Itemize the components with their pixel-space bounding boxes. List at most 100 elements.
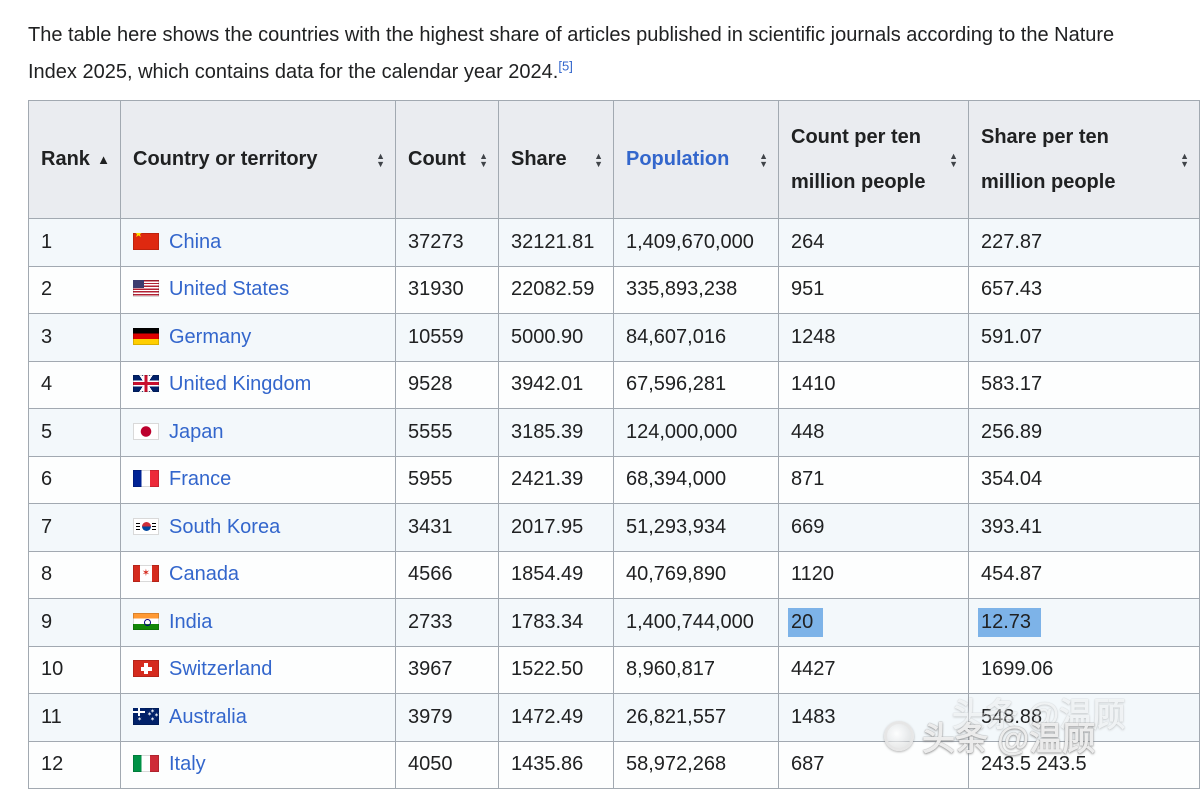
sort-toggle-icon[interactable]: ▲ ▼ — [594, 150, 603, 169]
rank-cell: 5 — [28, 408, 121, 457]
count-per-ten-million-cell: 20 — [778, 598, 969, 647]
column-header-label-count_per: Count per ten million people — [791, 125, 926, 193]
country-link-france[interactable]: France — [169, 468, 232, 491]
count-cell: 3967 — [395, 645, 499, 694]
rank-cell: 4 — [28, 360, 121, 409]
table-row-switzerland: 10 Switzerland 3967 1522.50 8,960,817 4427 169… — [28, 645, 1200, 694]
column-header-label-country: Country or territory — [133, 148, 318, 170]
country-link-japan[interactable]: Japan — [169, 420, 224, 443]
reference-link[interactable]: [5] — [558, 58, 573, 74]
count-cell: 31930 — [395, 265, 499, 314]
table-body: 1China3727332121.811,409,670,000264227.8… — [28, 218, 1200, 789]
count-cell: 2733 — [395, 598, 499, 647]
rank-cell: 2 — [28, 265, 121, 314]
count-cell: 4566 — [395, 550, 499, 599]
flag-france-icon — [133, 470, 159, 488]
table-row-france: 6 France 5955 2421.39 68,394,000 871 354.04 — [28, 455, 1200, 504]
column-header-rank[interactable]: Rank ▲ — [28, 100, 121, 219]
country-link-germany[interactable]: Germany — [169, 325, 252, 348]
column-header-population[interactable]: Population ▲ ▼ — [613, 100, 779, 219]
table-header: Rank ▲ Country or territory ▲ ▼ Count ▲ ▼ Share ▲… — [28, 100, 1200, 219]
count-per-ten-million-cell: 951 — [778, 265, 969, 314]
share-per-ten-million-cell: 548.88 — [968, 693, 1200, 742]
country-cell: China — [120, 218, 396, 267]
country-link-china[interactable]: China — [169, 230, 222, 253]
share-per-ten-million-cell: 454.87 — [968, 550, 1200, 599]
share-per-ten-million-cell: 227.87 — [968, 218, 1200, 267]
share-per-ten-million-cell: 354.04 — [968, 455, 1200, 504]
flag-japan-icon — [133, 422, 159, 440]
table-row-australia: 11 Australia 39791472.4926,821,5571483548.… — [28, 693, 1200, 742]
population-cell: 335,893,238 — [613, 265, 779, 314]
count-per-ten-million-cell: 448 — [778, 408, 969, 457]
flag-australia-icon — [133, 707, 159, 725]
population-cell: 8,960,817 — [613, 645, 779, 694]
nature-index-table: Rank ▲ Country or territory ▲ ▼ Count ▲ ▼ Share ▲… — [28, 100, 1200, 789]
share-cell: 2017.95 — [498, 503, 614, 552]
country-link-canada[interactable]: Canada — [169, 563, 240, 586]
count-cell: 3431 — [395, 503, 499, 552]
column-header-label-rank: Rank — [41, 148, 90, 170]
share-per-ten-million-cell: 243.5 243.5 — [968, 740, 1200, 789]
table-row-united-states: 2 United States 31930 22082.59 335,893,238 95… — [28, 265, 1200, 314]
sort-ascending-icon[interactable]: ▲ — [97, 152, 110, 167]
sort-toggle-icon[interactable]: ▲ ▼ — [376, 150, 385, 169]
column-header-count[interactable]: Count ▲ ▼ — [395, 100, 499, 219]
country-cell: Germany — [120, 313, 396, 362]
share-cell: 1783.34 — [498, 598, 614, 647]
population-cell: 58,972,268 — [613, 740, 779, 789]
share-cell: 3942.01 — [498, 360, 614, 409]
count-cell: 4050 — [395, 740, 499, 789]
country-link-united-states[interactable]: United States — [169, 278, 290, 301]
sort-toggle-icon[interactable]: ▲ ▼ — [949, 150, 958, 169]
table-row-italy: 12 Italy 4050 1435.86 58,972,268 687 243.5 243… — [28, 740, 1200, 789]
country-cell: Australia — [120, 693, 396, 742]
count-cell: 5955 — [395, 455, 499, 504]
table-row-japan: 5 Japan 5555 3185.39 124,000,000 448 256.89 — [28, 408, 1200, 457]
population-cell: 1,409,670,000 — [613, 218, 779, 267]
count-per-ten-million-cell: 687 — [778, 740, 969, 789]
country-link-switzerland[interactable]: Switzerland — [169, 658, 273, 681]
count-per-ten-million-cell: 669 — [778, 503, 969, 552]
share-cell: 5000.90 — [498, 313, 614, 362]
share-per-ten-million-cell: 657.43 — [968, 265, 1200, 314]
column-header-country[interactable]: Country or territory ▲ ▼ — [120, 100, 396, 219]
count-per-ten-million-cell: 1248 — [778, 313, 969, 362]
population-cell: 1,400,744,000 — [613, 598, 779, 647]
flag-united-states-icon — [133, 280, 159, 298]
count-per-ten-million-cell: 871 — [778, 455, 969, 504]
population-cell: 84,607,016 — [613, 313, 779, 362]
country-link-india[interactable]: India — [169, 610, 213, 633]
count-per-ten-million-cell: 264 — [778, 218, 969, 267]
column-header-share[interactable]: Share ▲ ▼ — [498, 100, 614, 219]
sort-toggle-icon[interactable]: ▲ ▼ — [759, 150, 768, 169]
column-header-link-population[interactable]: Population — [626, 148, 730, 170]
share-cell: 32121.81 — [498, 218, 614, 267]
column-header-share_per[interactable]: Share per ten million people ▲ ▼ — [968, 100, 1200, 219]
rank-cell: 7 — [28, 503, 121, 552]
country-cell: France — [120, 455, 396, 504]
column-header-count_per[interactable]: Count per ten million people ▲ ▼ — [778, 100, 969, 219]
rank-cell: 3 — [28, 313, 121, 362]
rank-cell: 8 — [28, 550, 121, 599]
population-cell: 124,000,000 — [613, 408, 779, 457]
intro-paragraph: The table here shows the countries with … — [0, 0, 1180, 100]
country-link-australia[interactable]: Australia — [169, 705, 247, 728]
country-cell: Italy — [120, 740, 396, 789]
rank-cell: 6 — [28, 455, 121, 504]
country-link-italy[interactable]: Italy — [169, 753, 206, 776]
count-cell: 5555 — [395, 408, 499, 457]
table-row-germany: 3 Germany 10559 5000.90 84,607,016 1248 591.07 — [28, 313, 1200, 362]
table-row-united-kingdom: 4 United Kingdom 9528 3942.01 67,596,281 1410… — [28, 360, 1200, 409]
flag-germany-icon — [133, 327, 159, 345]
rank-cell: 11 — [28, 693, 121, 742]
table-row-india: 9 India 2733 1783.34 1,400,744,000 20 12.73 — [28, 598, 1200, 647]
country-cell: United Kingdom — [120, 360, 396, 409]
country-cell: South Korea — [120, 503, 396, 552]
sort-toggle-icon[interactable]: ▲ ▼ — [479, 150, 488, 169]
country-link-south-korea[interactable]: South Korea — [169, 515, 281, 538]
country-link-united-kingdom[interactable]: United Kingdom — [169, 373, 312, 396]
count-per-ten-million-cell: 1410 — [778, 360, 969, 409]
sort-toggle-icon[interactable]: ▲ ▼ — [1180, 150, 1189, 169]
